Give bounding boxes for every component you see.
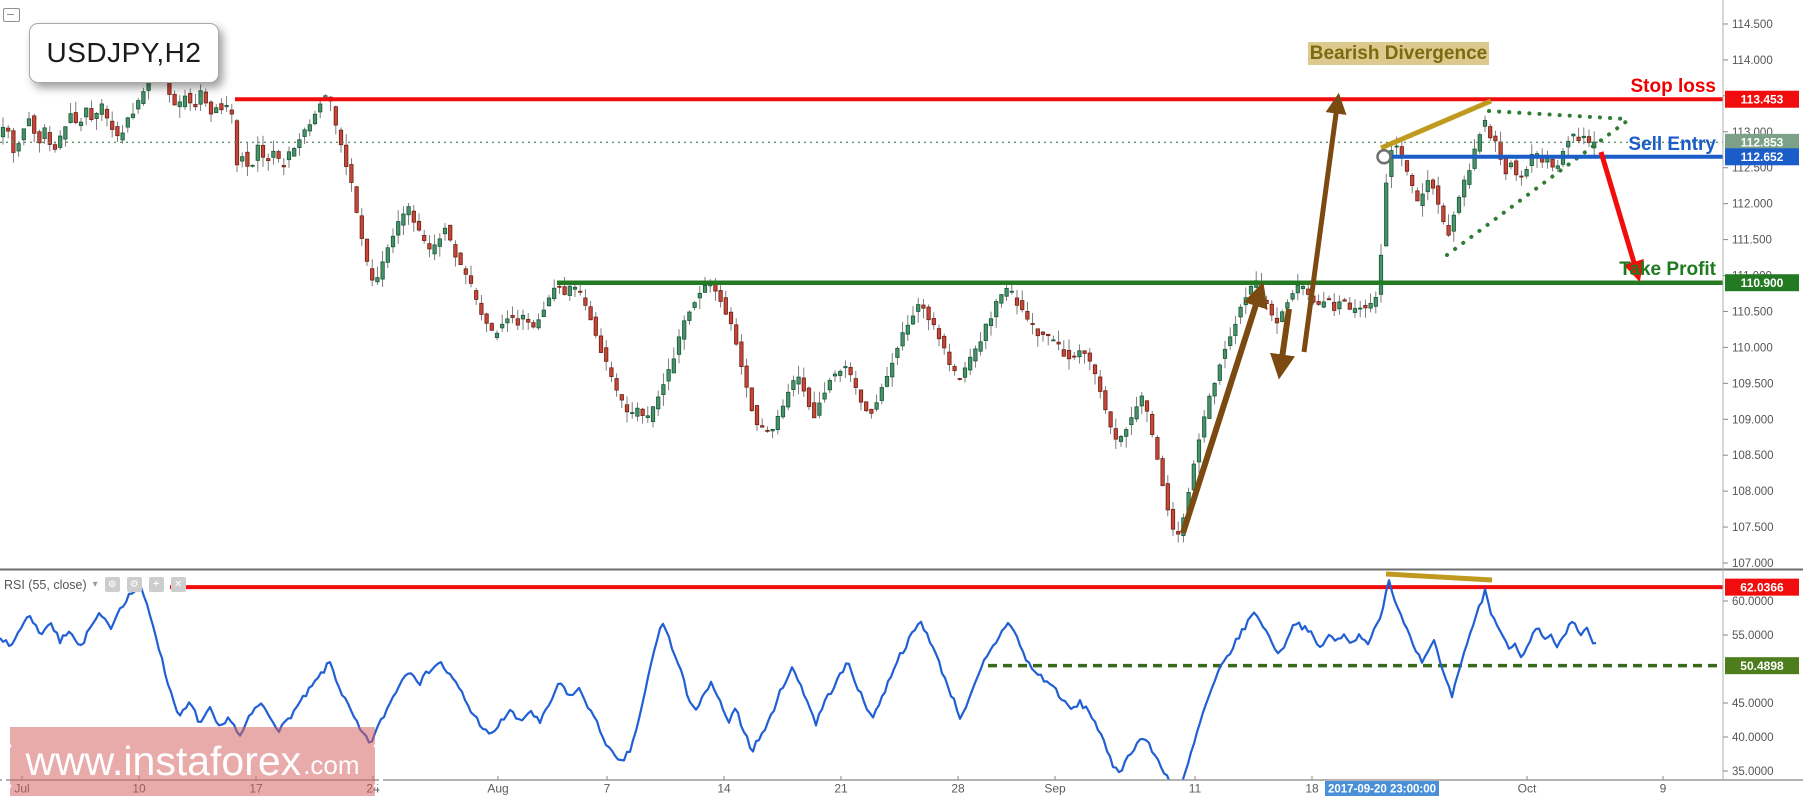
- rsi-line: [0, 579, 1597, 780]
- sell-entry-badge: [1725, 148, 1799, 166]
- divergence-trendline-price[interactable]: [1380, 98, 1492, 151]
- add-indicator-icon[interactable]: +: [148, 577, 164, 592]
- take-profit-badge: [1725, 274, 1799, 292]
- price-axis-label: 110.000: [1732, 342, 1773, 354]
- watermark-bracket-right: ]: [373, 735, 387, 788]
- forecast-arrow[interactable]: [1598, 151, 1644, 283]
- price-axis-label: 108.500: [1732, 450, 1774, 462]
- rsi-axis-label: 35.0000: [1732, 766, 1774, 778]
- time-axis-label: Aug: [487, 782, 508, 796]
- price-axis-label: 112.500: [1732, 163, 1773, 175]
- time-axis-label: 28: [951, 782, 965, 796]
- time-axis[interactable]: Jul101724Aug7142128Sep1118Oct92017-09-20…: [14, 776, 1667, 796]
- rsi-support-badge-text: 50.4898: [1740, 659, 1784, 673]
- watermark-url-suffix: .com: [303, 749, 360, 780]
- watermark-bracket-left: [: [0, 739, 11, 785]
- time-axis-label: 14: [717, 782, 731, 796]
- rsi-overbought-badge-text: 62.0366: [1740, 580, 1784, 594]
- rsi-indicator-header: RSI (55, close) ▾ ⊙ ⚙ + ✕: [4, 577, 186, 592]
- time-axis-label: Oct: [1518, 782, 1537, 796]
- price-axis-label: 111.500: [1732, 235, 1772, 247]
- rsi-axis-label: 45.0000: [1732, 698, 1774, 710]
- rsi-indicator-label: RSI (55, close): [4, 577, 87, 592]
- divergence-trendline-rsi[interactable]: [1385, 571, 1493, 583]
- rsi-axis-label: 60.0000: [1732, 596, 1774, 608]
- time-axis-label: 21: [834, 782, 848, 796]
- rsi-axis[interactable]: 60.0000 55.0000 45.0000 40.0000 35.0000: [1723, 596, 1774, 778]
- price-axis-label: 109.000: [1732, 414, 1774, 426]
- price-axis-label: 114.000: [1732, 55, 1773, 67]
- breakout-arrow[interactable]: [1301, 92, 1347, 353]
- visibility-icon[interactable]: ⊙: [104, 577, 120, 592]
- take-profit-badge-text: 110.900: [1741, 276, 1784, 290]
- time-axis-label: 9: [1660, 782, 1667, 796]
- current-price-badge: [1725, 133, 1799, 151]
- price-axis-label: 114.500: [1732, 19, 1773, 31]
- wedge-lower-dotted[interactable]: [1445, 119, 1629, 257]
- stop-loss-badge: [1725, 90, 1799, 108]
- rsi-support-badge: [1725, 657, 1799, 675]
- rsi-axis-label: 40.0000: [1732, 732, 1774, 744]
- current-price-badge-text: 112.853: [1741, 136, 1784, 150]
- rsi-overbought-badge: [1725, 578, 1799, 596]
- sell-entry-label[interactable]: Sell Entry: [1628, 134, 1716, 155]
- selected-timestamp-text: 2017-09-20 23:00:00: [1328, 784, 1436, 796]
- stop-loss-label[interactable]: Stop loss: [1630, 76, 1716, 97]
- price-axis-label: 110.500: [1732, 306, 1773, 318]
- sell-entry-badge-text: 112.652: [1741, 150, 1784, 164]
- pullback-arrow[interactable]: [1270, 308, 1295, 380]
- price-axis-label: 112.000: [1732, 199, 1773, 211]
- price-axis-label: 109.500: [1732, 378, 1774, 390]
- watermark-url: www.instaforex: [25, 738, 302, 784]
- candlestick-series: [0, 30, 1597, 543]
- time-axis-label: 7: [604, 782, 611, 796]
- entry-circle-marker[interactable]: [1376, 149, 1392, 165]
- settings-gear-icon[interactable]: ⚙: [126, 577, 142, 592]
- instaforex-watermark: [ www.instaforex .com ]: [0, 727, 386, 796]
- rsi-axis-label: 55.0000: [1732, 630, 1774, 642]
- bearish-divergence-label[interactable]: Bearish Divergence: [1308, 42, 1489, 65]
- price-axis-label: 108.000: [1732, 486, 1774, 498]
- symbol-title-box[interactable]: USDJPY,H2: [29, 23, 219, 83]
- stop-loss-badge-text: 113.453: [1741, 92, 1784, 106]
- chevron-down-icon[interactable]: ▾: [92, 579, 98, 590]
- symbol-title: USDJPY,H2: [46, 37, 202, 68]
- price-axis-label: 107.000: [1732, 558, 1774, 570]
- wedge-upper-dotted[interactable]: [1487, 109, 1629, 121]
- remove-indicator-icon[interactable]: ✕: [170, 577, 186, 592]
- time-axis-label: 18: [1305, 782, 1319, 796]
- collapse-panel-icon[interactable]: [3, 8, 20, 22]
- time-axis-label: Sep: [1044, 782, 1066, 796]
- price-axis-label: 107.500: [1732, 522, 1774, 534]
- rally-arrow[interactable]: [1180, 281, 1268, 534]
- take-profit-label[interactable]: Take Profit: [1619, 259, 1716, 280]
- selected-timestamp-badge: [1325, 781, 1439, 796]
- time-axis-label: 11: [1189, 782, 1202, 796]
